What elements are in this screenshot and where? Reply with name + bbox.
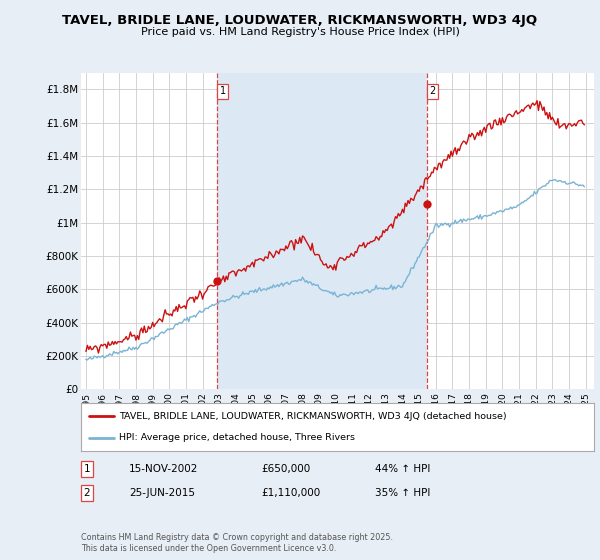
Text: 1: 1	[220, 86, 226, 96]
Text: 2: 2	[430, 86, 436, 96]
Text: 44% ↑ HPI: 44% ↑ HPI	[375, 464, 430, 474]
Text: 2: 2	[83, 488, 91, 498]
Text: 15-NOV-2002: 15-NOV-2002	[129, 464, 199, 474]
Text: TAVEL, BRIDLE LANE, LOUDWATER, RICKMANSWORTH, WD3 4JQ: TAVEL, BRIDLE LANE, LOUDWATER, RICKMANSW…	[62, 14, 538, 27]
Text: Price paid vs. HM Land Registry's House Price Index (HPI): Price paid vs. HM Land Registry's House …	[140, 27, 460, 37]
Text: TAVEL, BRIDLE LANE, LOUDWATER, RICKMANSWORTH, WD3 4JQ (detached house): TAVEL, BRIDLE LANE, LOUDWATER, RICKMANSW…	[119, 412, 507, 421]
Text: £650,000: £650,000	[261, 464, 310, 474]
Text: Contains HM Land Registry data © Crown copyright and database right 2025.
This d: Contains HM Land Registry data © Crown c…	[81, 533, 393, 553]
Text: 35% ↑ HPI: 35% ↑ HPI	[375, 488, 430, 498]
Text: HPI: Average price, detached house, Three Rivers: HPI: Average price, detached house, Thre…	[119, 433, 355, 442]
Text: 25-JUN-2015: 25-JUN-2015	[129, 488, 195, 498]
Bar	[217, 73, 427, 389]
Text: £1,110,000: £1,110,000	[261, 488, 320, 498]
Text: 1: 1	[83, 464, 91, 474]
